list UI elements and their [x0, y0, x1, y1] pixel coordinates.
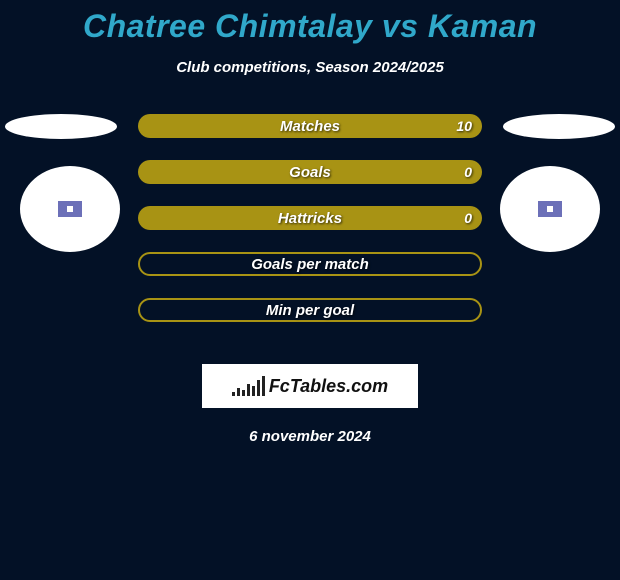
logo-bar-icon: [237, 388, 240, 396]
logo-bar-icon: [232, 392, 235, 396]
player-left-disc: [5, 114, 117, 139]
page-title: Chatree Chimtalay vs Kaman: [0, 0, 620, 45]
stat-label: Hattricks: [138, 210, 482, 227]
stat-value: 0: [464, 210, 472, 226]
player-left-badge: [20, 166, 120, 252]
logo-text: FcTables.com: [269, 376, 388, 397]
subtitle: Club competitions, Season 2024/2025: [0, 59, 620, 76]
site-logo: FcTables.com: [202, 364, 418, 408]
stat-row: Goals0: [138, 160, 482, 184]
date-label: 6 november 2024: [0, 428, 620, 445]
stat-label: Goals: [138, 164, 482, 181]
stat-label: Min per goal: [140, 302, 480, 319]
player-right-disc: [503, 114, 615, 139]
logo-bar-icon: [257, 380, 260, 396]
logo-bar-icon: [247, 384, 250, 396]
flag-icon: [538, 201, 562, 217]
flag-icon: [58, 201, 82, 217]
stat-label: Goals per match: [140, 256, 480, 273]
logo-bars-icon: [232, 376, 265, 396]
stat-bars: Matches10Goals0Hattricks0Goals per match…: [138, 114, 482, 344]
stat-value: 10: [456, 118, 472, 134]
stat-label: Matches: [138, 118, 482, 135]
stat-row: Goals per match: [138, 252, 482, 276]
comparison-chart: Matches10Goals0Hattricks0Goals per match…: [0, 114, 620, 344]
stat-row: Matches10: [138, 114, 482, 138]
logo-bar-icon: [262, 376, 265, 396]
logo-bar-icon: [242, 390, 245, 396]
stat-row: Hattricks0: [138, 206, 482, 230]
player-right-badge: [500, 166, 600, 252]
logo-bar-icon: [252, 386, 255, 396]
stat-value: 0: [464, 164, 472, 180]
stat-row: Min per goal: [138, 298, 482, 322]
